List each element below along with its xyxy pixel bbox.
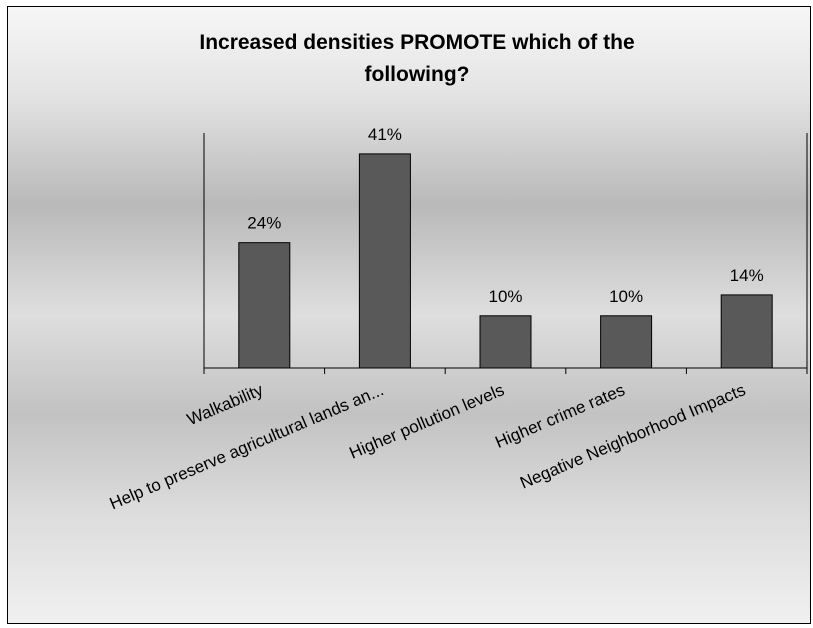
data-label: 41%: [368, 125, 402, 144]
chart-title-line-1: Increased densities PROMOTE which of the: [199, 31, 634, 54]
chart-title-line-2: following?: [365, 63, 470, 86]
data-label: 10%: [609, 287, 643, 306]
bar: [238, 242, 291, 369]
x-tick-label: Negative Neighborhood Impacts: [517, 380, 748, 492]
bar: [358, 153, 411, 369]
data-label: 14%: [730, 266, 764, 285]
x-tick-label: Walkability: [184, 380, 266, 429]
bar: [479, 315, 532, 369]
bar: [600, 315, 653, 369]
data-label: 24%: [247, 214, 281, 233]
bar: [720, 294, 773, 369]
data-label: 10%: [488, 287, 522, 306]
